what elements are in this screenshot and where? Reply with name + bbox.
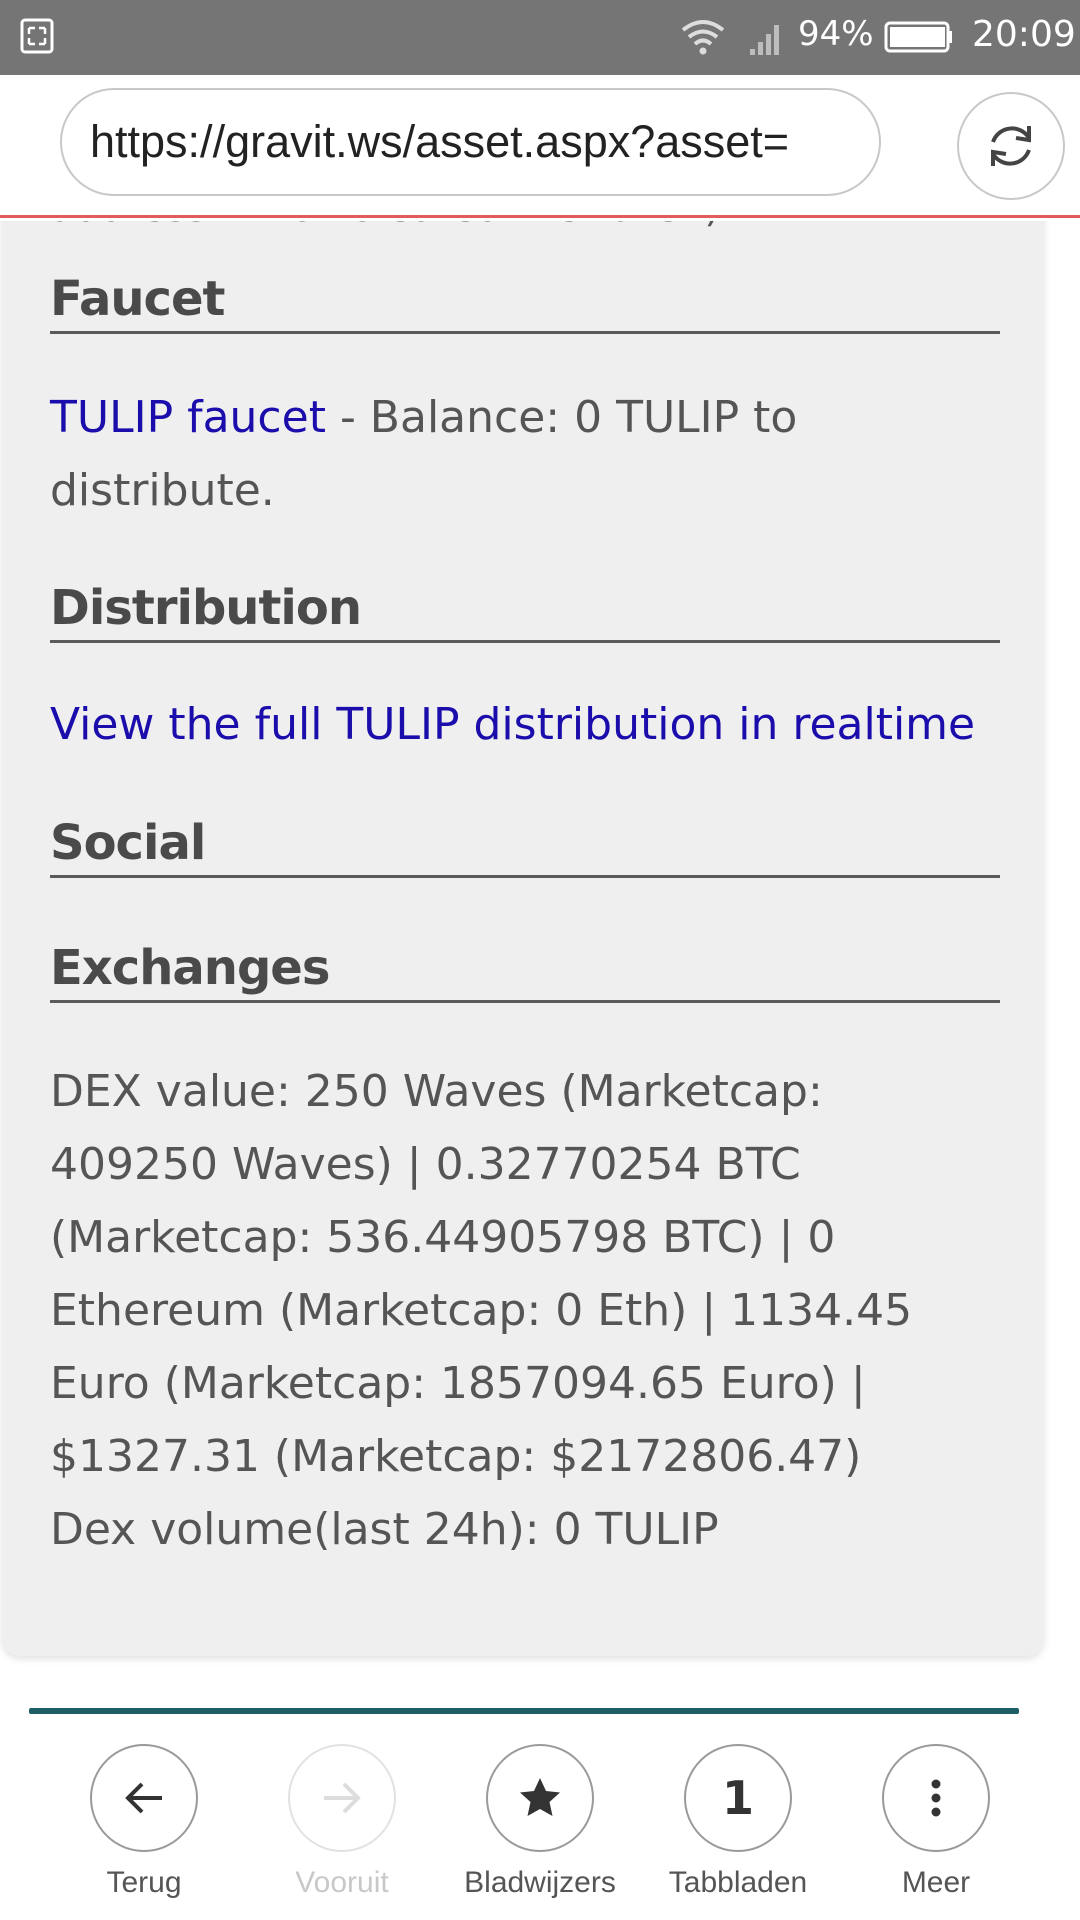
arrow-left-icon xyxy=(125,1782,162,1814)
star-icon xyxy=(520,1778,560,1816)
status-bar: 94% 20:09 xyxy=(0,0,1080,75)
screenshot-icon xyxy=(20,18,54,54)
dex-volume-text: Dex volume(last 24h): 0 TULIP xyxy=(50,1504,719,1555)
faucet-text: TULIP faucet - Balance: 0 TULIP to distr… xyxy=(50,381,850,527)
dex-value-text: DEX value: 250 Waves (Marketcap: 409250 … xyxy=(50,1066,913,1482)
forward-button[interactable]: Vooruit xyxy=(243,1744,441,1900)
signal-icon xyxy=(750,25,779,55)
page-content[interactable]: address which created the token) Faucet … xyxy=(0,221,1080,1706)
battery-icon xyxy=(884,21,952,53)
tabs-button[interactable]: 1 Tabbladen xyxy=(639,1744,837,1900)
asset-card: address which created the token) Faucet … xyxy=(2,221,1044,1656)
more-vertical-icon xyxy=(931,1779,941,1817)
arrow-right-icon xyxy=(324,1782,361,1814)
bookmarks-circle[interactable] xyxy=(486,1744,594,1852)
forward-circle[interactable] xyxy=(288,1744,396,1852)
bottom-divider xyxy=(29,1708,1019,1714)
clock: 20:09 xyxy=(972,14,1076,55)
distribution-link[interactable]: View the full TULIP distribution in real… xyxy=(50,699,976,750)
faucet-balance: - Balance: 0 TULIP to distribute. xyxy=(50,392,798,516)
distribution-text: View the full TULIP distribution in real… xyxy=(50,688,1010,761)
back-label: Terug xyxy=(106,1866,182,1899)
url-field[interactable]: https://gravit.ws/asset.aspx?asset= xyxy=(60,88,881,196)
forward-label: Vooruit xyxy=(295,1866,389,1899)
reload-button[interactable] xyxy=(957,92,1065,200)
back-circle[interactable] xyxy=(90,1744,198,1852)
reload-icon xyxy=(991,126,1031,166)
more-circle[interactable] xyxy=(882,1744,990,1852)
tabs-label: Tabbladen xyxy=(668,1866,808,1899)
faucet-link[interactable]: TULIP faucet xyxy=(50,392,326,443)
clipped-text: address which created the token) xyxy=(50,221,720,231)
social-heading: Social xyxy=(50,815,1000,878)
browser-toolbar: https://gravit.ws/asset.aspx?asset= xyxy=(0,75,1080,218)
back-button[interactable]: Terug xyxy=(45,1744,243,1900)
distribution-heading: Distribution xyxy=(50,580,1000,643)
more-button[interactable]: Meer xyxy=(837,1744,1035,1900)
bookmarks-label: Bladwijzers xyxy=(464,1866,616,1899)
tab-count: 1 xyxy=(721,1771,754,1825)
bottom-nav: Terug Vooruit Bladwijzers 1 Tabbladen xyxy=(0,1714,1080,1920)
battery-percent: 94% xyxy=(798,14,874,54)
tabs-circle[interactable]: 1 xyxy=(684,1744,792,1852)
bookmarks-button[interactable]: Bladwijzers xyxy=(441,1744,639,1900)
exchanges-heading: Exchanges xyxy=(50,940,1000,1003)
more-label: Meer xyxy=(901,1866,971,1899)
faucet-heading: Faucet xyxy=(50,271,1000,334)
wifi-icon xyxy=(681,20,725,55)
